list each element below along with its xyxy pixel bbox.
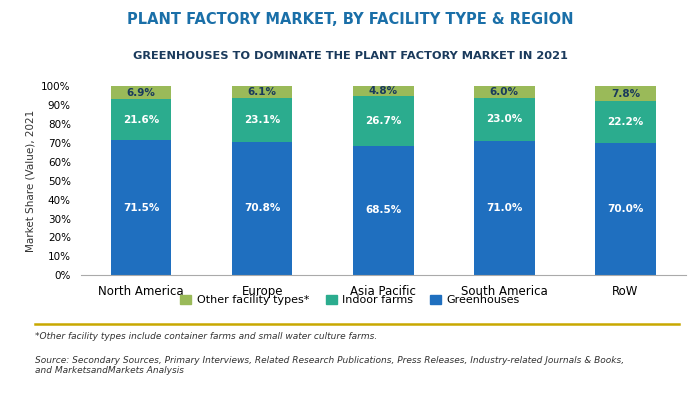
Text: GREENHOUSES TO DOMINATE THE PLANT FACTORY MARKET IN 2021: GREENHOUSES TO DOMINATE THE PLANT FACTOR… <box>132 51 568 61</box>
Text: 4.8%: 4.8% <box>369 86 398 96</box>
Bar <box>111 86 172 99</box>
Text: 22.2%: 22.2% <box>608 117 643 127</box>
Bar <box>232 141 293 275</box>
Bar <box>232 98 293 141</box>
Text: 6.0%: 6.0% <box>490 87 519 97</box>
Bar <box>353 95 414 146</box>
Text: 70.8%: 70.8% <box>244 203 280 213</box>
Bar <box>474 86 535 98</box>
Bar <box>474 98 535 141</box>
Text: 21.6%: 21.6% <box>123 115 159 125</box>
Text: *Other facility types include container farms and small water culture farms.: *Other facility types include container … <box>35 332 377 341</box>
Text: PLANT FACTORY MARKET, BY FACILITY TYPE & REGION: PLANT FACTORY MARKET, BY FACILITY TYPE &… <box>127 12 573 27</box>
Bar <box>353 146 414 275</box>
Bar <box>353 86 414 95</box>
Text: 70.0%: 70.0% <box>608 204 643 214</box>
Bar <box>474 141 535 275</box>
Text: 23.0%: 23.0% <box>486 114 522 125</box>
Legend: Other facility types*, Indoor farms, Greenhouses: Other facility types*, Indoor farms, Gre… <box>176 290 524 310</box>
Text: 26.7%: 26.7% <box>365 116 401 126</box>
Bar <box>111 140 172 275</box>
Y-axis label: Market Share (Value), 2021: Market Share (Value), 2021 <box>26 110 36 252</box>
Text: 6.9%: 6.9% <box>127 88 155 98</box>
Bar <box>111 99 172 140</box>
Text: 6.1%: 6.1% <box>248 87 276 97</box>
Bar <box>595 143 656 275</box>
Text: Source: Secondary Sources, Primary Interviews, Related Research Publications, Pr: Source: Secondary Sources, Primary Inter… <box>35 356 624 375</box>
Text: 23.1%: 23.1% <box>244 115 280 125</box>
Text: 68.5%: 68.5% <box>365 206 401 215</box>
Bar <box>232 86 293 98</box>
Bar <box>595 86 656 101</box>
Text: 71.0%: 71.0% <box>486 203 522 213</box>
Text: 7.8%: 7.8% <box>611 89 640 99</box>
Text: 71.5%: 71.5% <box>123 203 159 213</box>
Bar <box>595 101 656 143</box>
